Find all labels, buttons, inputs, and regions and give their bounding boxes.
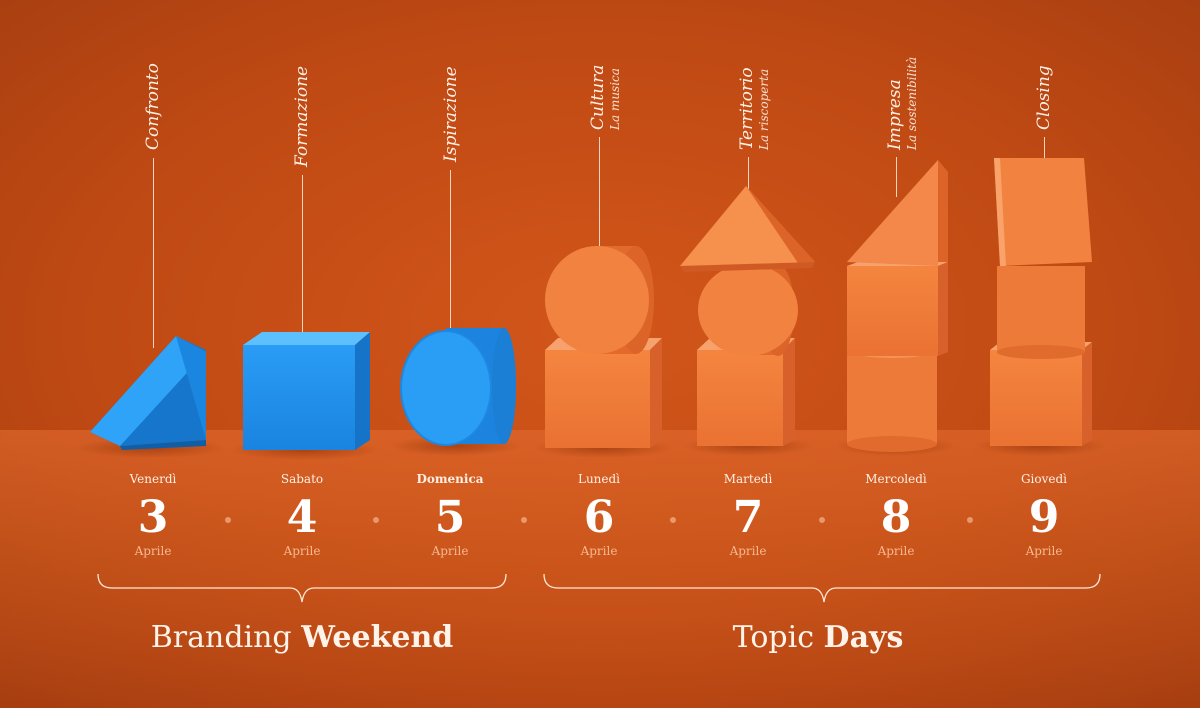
day-lunedi: Lunedì 6 Aprile (524, 470, 674, 558)
weekday-label: Sabato (280, 472, 324, 486)
topic-stem (896, 157, 897, 197)
separator-dot (967, 517, 973, 523)
separator-dot (225, 517, 231, 523)
day-domenica: Domenica 5 Aprile (375, 470, 525, 558)
month-label: Aprile (431, 544, 469, 558)
blue-cube-shape (243, 332, 370, 450)
day-number: 8 (880, 492, 912, 543)
weekday-label: Domenica (416, 472, 484, 486)
separator-dot (819, 517, 825, 523)
day-number: 9 (1028, 492, 1060, 543)
topic-stem (1044, 137, 1045, 159)
day-sabato: Sabato 4 Aprile (227, 470, 377, 558)
separator-dot (521, 517, 527, 523)
day-giovedi: Giovedì 9 Aprile (969, 470, 1119, 558)
month-label: Aprile (729, 544, 767, 558)
month-label: Aprile (580, 544, 618, 558)
month-label: Aprile (134, 544, 172, 558)
separator-dot (670, 517, 676, 523)
topic-stem (302, 175, 303, 335)
topic-days-title: Topic Days (732, 620, 904, 655)
weekday-label: Venerdì (129, 472, 177, 486)
orange-block-cylinder-cube-stack (990, 158, 1092, 446)
orange-wedge-cube-cylinder-stack (847, 160, 948, 452)
topic-days-bracket (543, 573, 1101, 603)
day-number: 4 (286, 492, 318, 543)
month-label: Aprile (877, 544, 915, 558)
topic-stem (450, 170, 451, 330)
month-label: Aprile (283, 544, 321, 558)
branding-weekend-bracket (97, 573, 507, 603)
blue-cylinder-shape (400, 328, 516, 446)
branding-weekend-title: Branding Weekend (150, 620, 454, 655)
day-number: 6 (583, 492, 615, 543)
topic-stem (153, 158, 154, 348)
weekday-label: Martedì (723, 472, 773, 486)
weekday-label: Giovedì (1020, 472, 1068, 486)
floor-gradient (0, 430, 1200, 708)
orange-triangle-cylinder-cube-stack (680, 186, 815, 446)
weekday-label: Lunedì (577, 472, 621, 486)
separator-dot (373, 517, 379, 523)
day-number: 3 (137, 492, 169, 543)
weekday-label: Mercoledì (865, 472, 927, 486)
day-mercoledi: Mercoledì 8 Aprile (821, 470, 971, 558)
topic-stem (748, 157, 749, 189)
month-label: Aprile (1025, 544, 1063, 558)
day-number: 7 (732, 492, 764, 543)
day-number: 5 (434, 492, 466, 543)
day-venerdi: Venerdì 3 Aprile (78, 470, 228, 558)
topic-stem (599, 137, 600, 249)
day-martedi: Martedì 7 Aprile (673, 470, 823, 558)
orange-cube-cylinder-stack (545, 246, 662, 448)
blue-wedge-shape (90, 336, 206, 450)
